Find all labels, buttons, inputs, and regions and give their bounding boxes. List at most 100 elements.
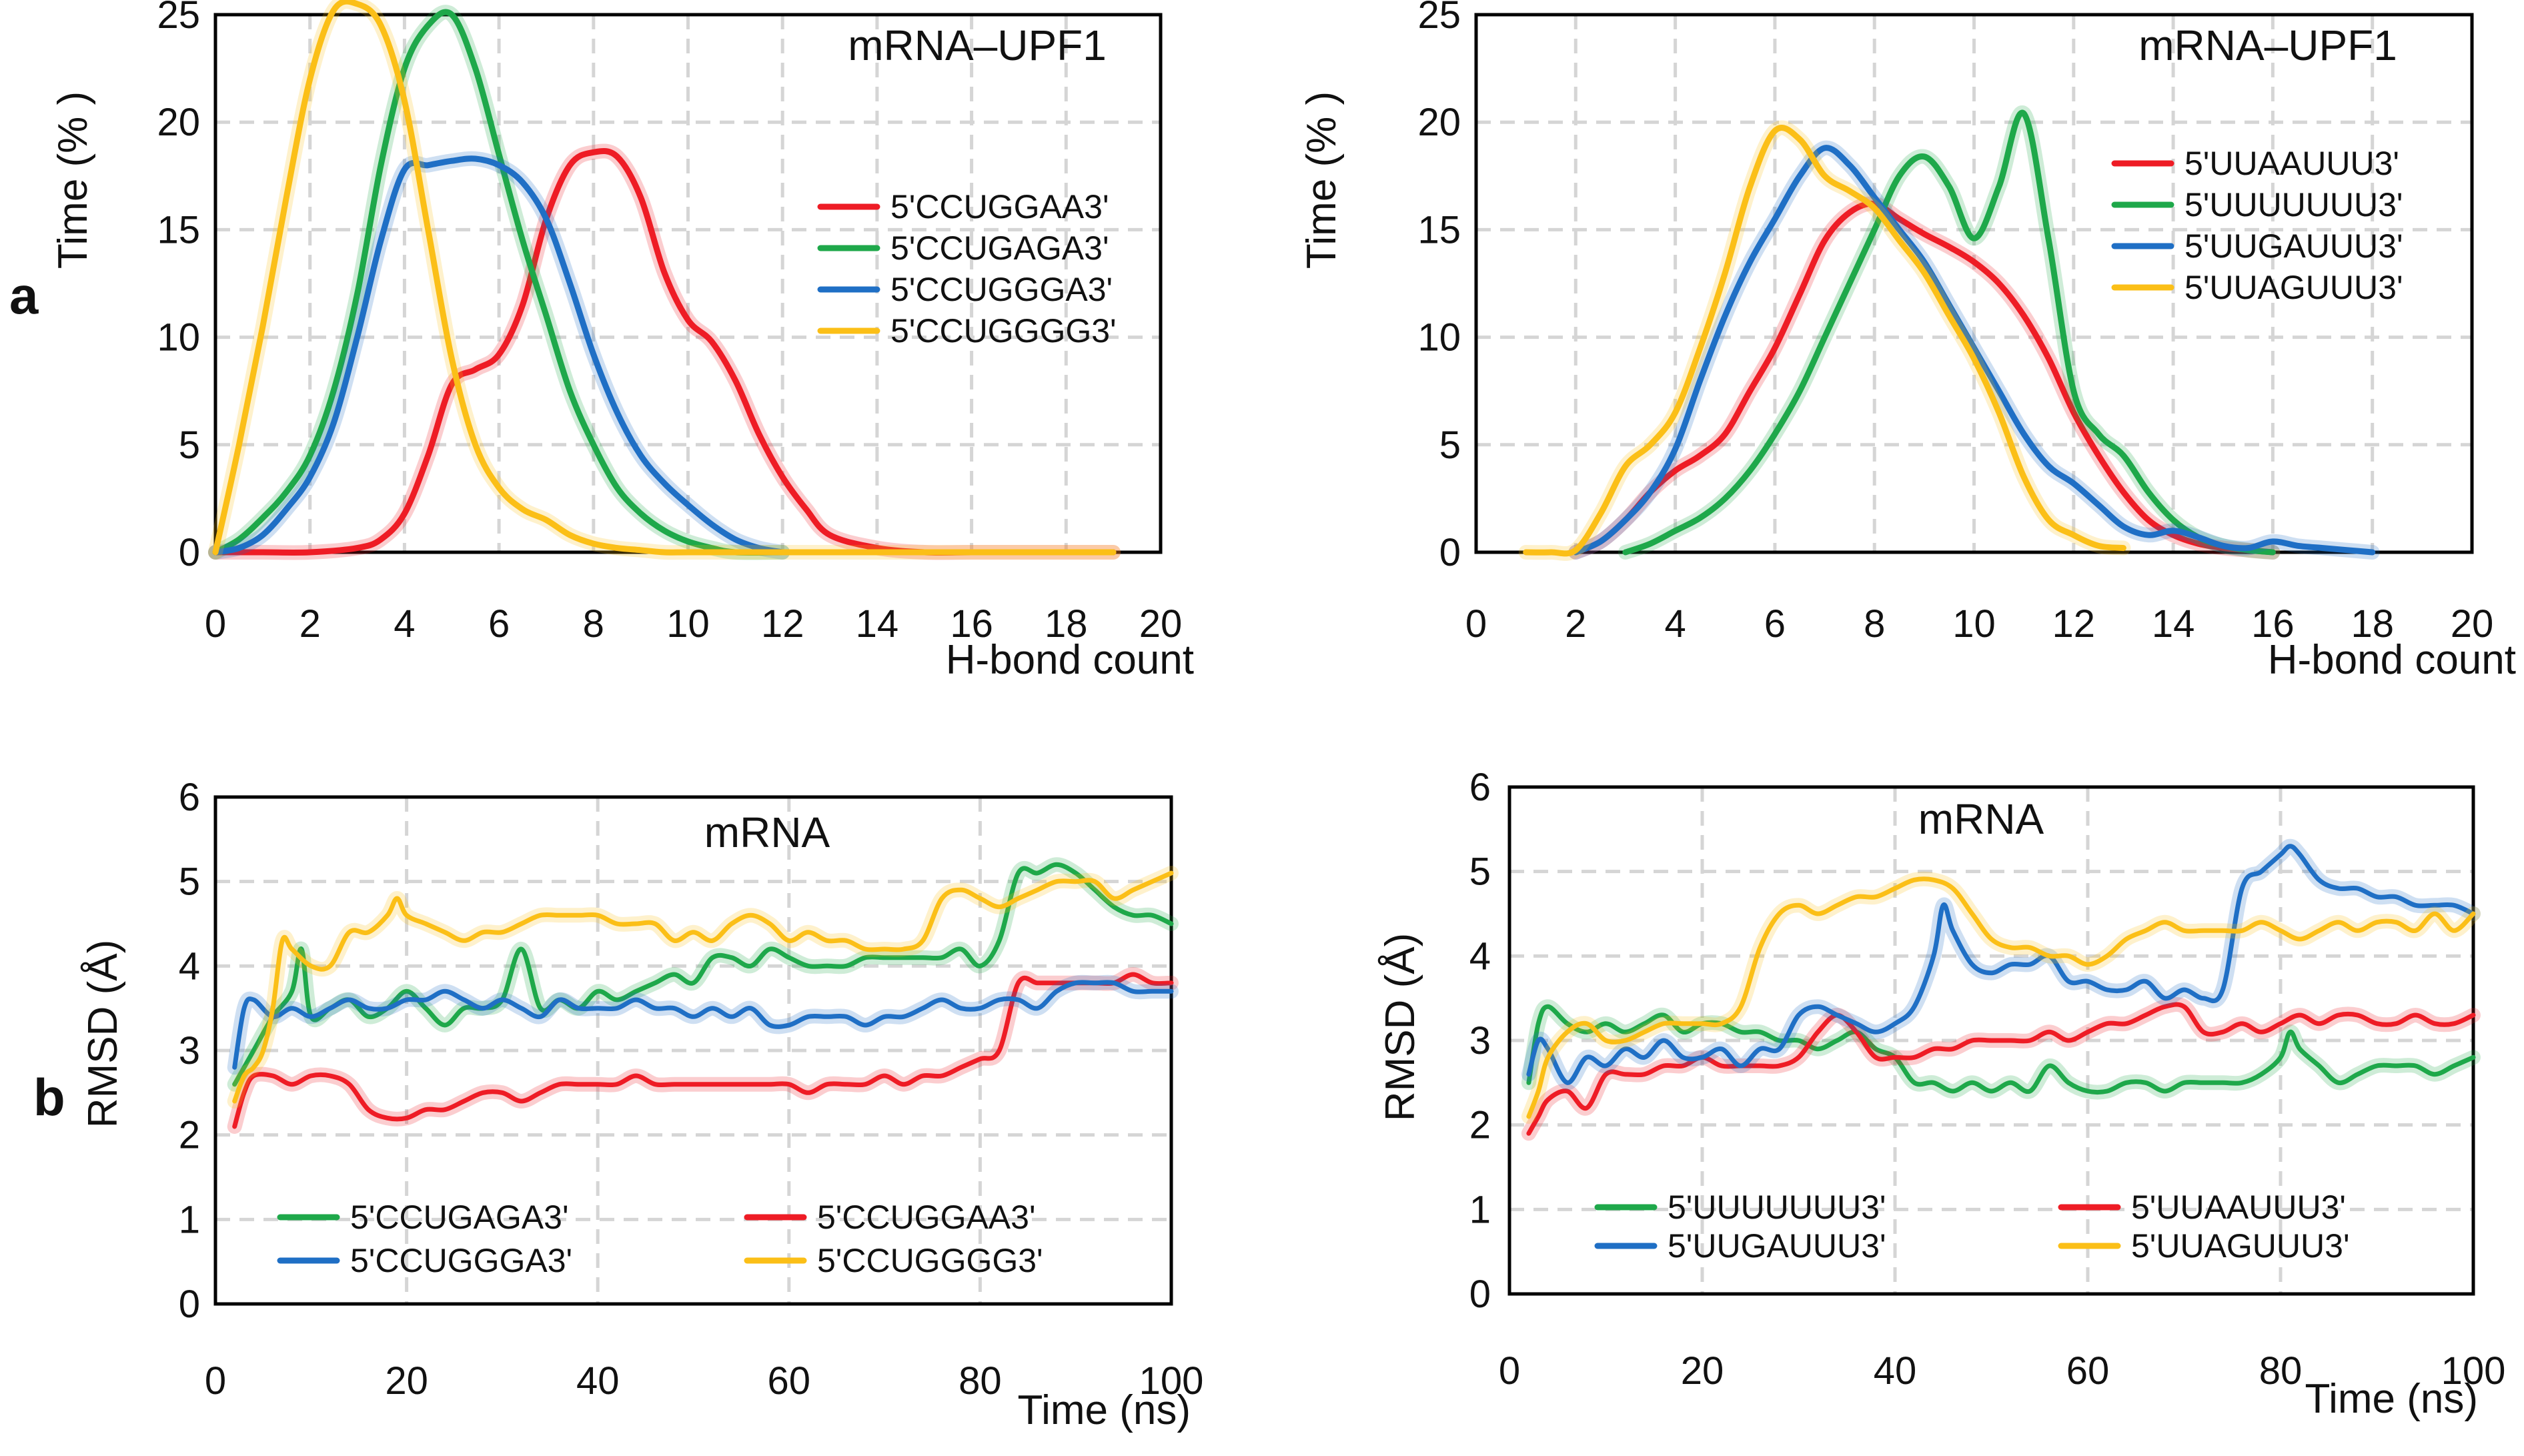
y-tick-label: 0 <box>179 531 200 574</box>
legend-label: 5'UUGAUUU3' <box>2184 227 2403 265</box>
x-tick-label: 100 <box>1139 1359 1204 1403</box>
y-tick-label: 1 <box>179 1198 200 1241</box>
y-axis-label: RMSD (Å) <box>1377 933 1423 1121</box>
legend-label: 5'UUAGUUU3' <box>2184 269 2403 306</box>
y-tick-label: 0 <box>1469 1273 1491 1316</box>
series-line <box>212 0 1117 556</box>
chart-b: 0 20 40 60 80 100 0 1 2 3 4 5 6 Time (ns) RMSD (Å) mRNA… <box>80 776 1203 1433</box>
series-line <box>232 980 1174 1070</box>
y-tick-label: 6 <box>1469 766 1491 809</box>
x-tick-label: 20 <box>1139 602 1183 646</box>
x-tick-label: 2 <box>299 602 321 646</box>
x-tick-label: 18 <box>1045 602 1088 646</box>
x-axis-label: Time (ns) <box>1018 1387 1191 1433</box>
legend-label: 5'UUGAUUU3' <box>1668 1227 1886 1265</box>
legend-label: 5'UUAAUUU3' <box>2131 1189 2346 1226</box>
legend-label: 5'CCUGGAA3' <box>890 188 1109 225</box>
series-line <box>1523 125 2126 557</box>
x-tick-label: 80 <box>959 1359 1002 1403</box>
x-axis-label: H-bond count <box>946 637 1194 683</box>
y-tick-label: 1 <box>1469 1188 1491 1231</box>
legend: 5'CCUGGAA3' 5'CCUGAGA3' 5'CCUGGGA3' 5'CCUGG… <box>817 188 1117 349</box>
x-tick-label: 40 <box>576 1359 620 1403</box>
series-line <box>212 147 1117 556</box>
y-axis-label: RMSD (Å) <box>80 940 126 1128</box>
y-tick-label: 2 <box>1469 1104 1491 1147</box>
legend: 5'UUAAUUU3' 5'UUUUUUU3' 5'UUGAUUU3' 5'UUAGU… <box>2111 145 2403 306</box>
chart-a: 0 2 4 6 8 10 12 14 16 18 20 0 5 10 15 20 25 H-bond count T… <box>50 0 1194 683</box>
x-tick-label: 6 <box>488 602 510 646</box>
series-line <box>212 9 786 556</box>
x-tick-label: 14 <box>856 602 899 646</box>
y-tick-label: 5 <box>1439 424 1461 467</box>
y-tick-label: 10 <box>157 316 200 359</box>
x-tick-label: 10 <box>1952 602 1996 646</box>
series-line <box>1622 109 2276 556</box>
legend-label: 5'CCUGGGA3' <box>890 271 1113 308</box>
legend-label: 5'CCUGAGA3' <box>350 1199 569 1236</box>
y-tick-label: 3 <box>1469 1019 1491 1062</box>
series-line <box>232 870 1174 1104</box>
x-tick-label: 0 <box>205 1359 226 1403</box>
chart-title: mRNA–UPF1 <box>2138 21 2397 69</box>
x-tick-label: 0 <box>205 602 226 646</box>
x-tick-label: 10 <box>666 602 710 646</box>
chart-a-right: 0 2 4 6 8 10 12 14 16 18 20 0 5 10 15 20 25 H-bond count T… <box>1299 0 2516 683</box>
legend-label: 5'CCUGGGG3' <box>817 1242 1043 1279</box>
plot-frame <box>213 795 1173 1306</box>
y-tick-label: 6 <box>179 776 200 819</box>
y-tick-label: 15 <box>157 208 200 251</box>
series-line <box>1572 200 2276 556</box>
legend: 5'CCUGAGA3' 5'CCUGGAA3' 5'CCUGGGA3' 5'CCUGG… <box>277 1199 1043 1279</box>
y-tick-label: 25 <box>1417 0 1461 37</box>
panel-label-b: b <box>33 1068 65 1127</box>
x-tick-label: 14 <box>2152 602 2195 646</box>
y-tick-label: 5 <box>179 424 200 467</box>
legend-label: 5'UUUUUUU3' <box>1668 1189 1886 1226</box>
y-tick-label: 0 <box>179 1283 200 1326</box>
chart-title: mRNA <box>1918 795 2044 843</box>
legend-label: 5'CCUGGAA3' <box>817 1199 1036 1236</box>
x-tick-label: 12 <box>761 602 804 646</box>
y-tick-label: 2 <box>179 1114 200 1157</box>
y-tick-label: 4 <box>1469 934 1491 978</box>
legend: 5'UUUUUUU3' 5'UUAAUUU3' 5'UUGAUUU3' 5'UUAGU… <box>1594 1189 2350 1265</box>
legend-label: 5'UUAAUUU3' <box>2184 145 2399 182</box>
y-tick-label: 5 <box>179 860 200 904</box>
legend-label: 5'UUUUUUU3' <box>2184 186 2403 223</box>
y-tick-label: 4 <box>179 944 200 988</box>
y-tick-label: 10 <box>1417 316 1461 359</box>
y-tick-label: 25 <box>157 0 200 37</box>
x-tick-label: 16 <box>950 602 993 646</box>
legend-label: 5'UUAGUUU3' <box>2131 1227 2350 1265</box>
y-tick-label: 0 <box>1439 531 1461 574</box>
x-tick-label: 8 <box>583 602 604 646</box>
y-tick-label: 15 <box>1417 208 1461 251</box>
plot-frame <box>1507 785 2475 1296</box>
x-tick-label: 6 <box>1764 602 1786 646</box>
x-tick-label: 40 <box>1874 1349 1917 1393</box>
chart-b-right: 0 20 40 60 80 100 0 1 2 3 4 5 6 Time (ns) RMSD (Å) mRNA… <box>1377 766 2505 1422</box>
x-tick-label: 8 <box>1864 602 1885 646</box>
series-line <box>212 155 786 556</box>
y-tick-label: 20 <box>157 101 200 144</box>
y-tick-label: 5 <box>1469 850 1491 894</box>
y-tick-label: 3 <box>179 1029 200 1072</box>
series-glow <box>227 974 1179 1075</box>
legend-label: 5'CCUGAGA3' <box>890 229 1109 267</box>
series-line <box>232 862 1174 1087</box>
chart-title: mRNA <box>704 808 830 856</box>
x-tick-label: 0 <box>1465 602 1487 646</box>
x-tick-label: 60 <box>768 1359 811 1403</box>
legend-label: 5'CCUGGGA3' <box>350 1242 572 1279</box>
x-tick-label: 2 <box>1565 602 1586 646</box>
y-axis-label: Time (% ) <box>1299 91 1345 269</box>
x-tick-label: 100 <box>2441 1349 2506 1393</box>
x-tick-label: 80 <box>2259 1349 2303 1393</box>
y-axis-label: Time (% ) <box>50 91 96 269</box>
plot-frame <box>1474 13 2474 554</box>
x-tick-label: 20 <box>1681 1349 1724 1393</box>
series-line <box>1526 876 2476 1119</box>
chart-title: mRNA–UPF1 <box>848 21 1107 69</box>
